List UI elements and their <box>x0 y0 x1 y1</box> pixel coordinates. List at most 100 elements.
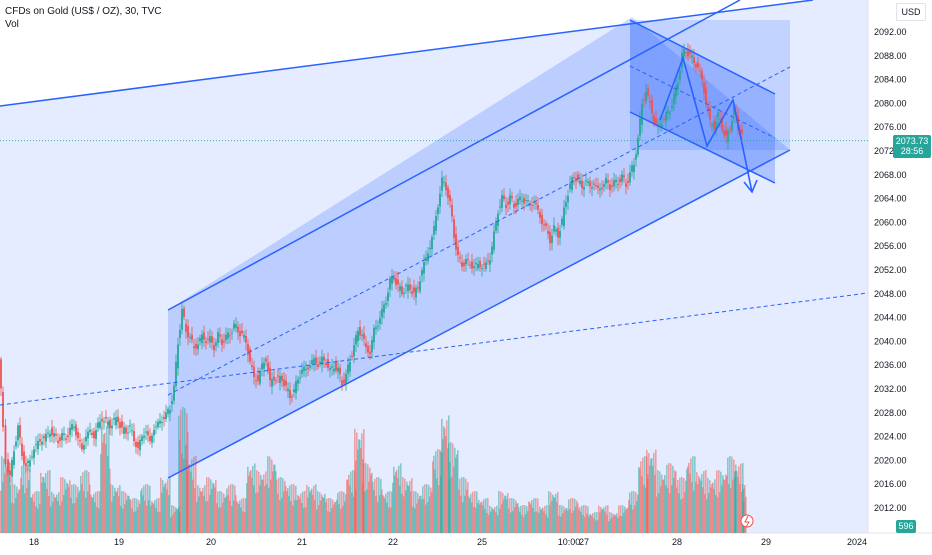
candle-body <box>471 261 473 269</box>
volume-bar <box>629 492 631 533</box>
volume-bar <box>718 470 720 533</box>
volume-bar <box>676 487 678 533</box>
volume-bar <box>408 486 410 533</box>
volume-bar <box>305 507 307 533</box>
volume-bar <box>540 509 542 533</box>
volume-bar <box>19 488 21 533</box>
candle-body <box>83 445 85 450</box>
volume-bar <box>311 488 313 533</box>
volume-bar <box>627 507 629 533</box>
volume-bar <box>273 464 275 533</box>
candle-body <box>483 263 485 265</box>
price-badge: 2073.73 28:56 <box>893 135 931 158</box>
volume-bar <box>81 484 83 533</box>
volume-bar <box>172 514 174 533</box>
candle-body <box>103 421 105 423</box>
candle-body <box>619 178 621 183</box>
volume-bar <box>126 499 128 533</box>
candle-body <box>229 335 231 337</box>
volume-bar <box>688 462 690 533</box>
currency-button[interactable]: USD <box>896 3 926 21</box>
volume-bar <box>142 495 144 533</box>
volume-bar <box>656 496 658 533</box>
volume-bar <box>236 501 238 533</box>
volume-bar <box>461 477 463 533</box>
candle-body <box>409 284 411 290</box>
volume-bar <box>475 507 477 533</box>
candle-body <box>715 121 717 131</box>
volume-bar <box>95 491 97 533</box>
volume-bar <box>185 444 187 533</box>
volume-bar <box>507 493 509 533</box>
candle-body <box>437 207 439 215</box>
candle-body <box>301 369 303 374</box>
candle-body <box>43 436 45 439</box>
candle-body <box>105 416 107 419</box>
candle-body <box>369 351 371 355</box>
candle-body <box>405 285 407 287</box>
y-tick-label: 2080.00 <box>874 98 907 108</box>
candle-body <box>109 419 111 429</box>
candle-body <box>89 429 91 432</box>
candle-body <box>731 121 733 131</box>
volume-bar <box>478 499 480 533</box>
volume-bar <box>121 491 123 533</box>
volume-bar <box>105 444 107 533</box>
long-dashed-trendline <box>0 292 869 406</box>
volume-bar <box>333 504 335 533</box>
volume-bar <box>625 510 627 533</box>
volume-bar <box>344 501 346 533</box>
candle-body <box>387 292 389 302</box>
candle-body <box>705 88 707 105</box>
volume-bar <box>296 500 298 533</box>
candle-body <box>47 432 49 434</box>
candle-body <box>397 279 399 285</box>
volume-bar <box>515 500 517 533</box>
candle-body <box>121 421 123 428</box>
candle-body <box>467 259 469 261</box>
volume-bar <box>576 500 578 533</box>
volume-bar <box>721 485 723 533</box>
zigzag-pattern <box>659 55 753 193</box>
volume-bar <box>372 481 374 533</box>
candle-body <box>625 183 627 187</box>
candle-body <box>671 105 673 109</box>
volume-bar <box>503 499 505 533</box>
volume-bar <box>153 504 155 533</box>
volume-bar <box>312 494 314 533</box>
volume-bar <box>413 491 415 533</box>
candle-body <box>563 207 565 226</box>
volume-bar <box>243 498 245 533</box>
candle-body <box>443 181 445 183</box>
volume-bar <box>32 494 34 533</box>
volume-bar <box>467 482 469 533</box>
volume-bar <box>49 470 51 533</box>
volume-bar <box>498 491 500 533</box>
volume-bar <box>47 470 49 533</box>
volume-bar <box>60 477 62 533</box>
volume-bar <box>68 487 70 533</box>
volume-bar <box>56 494 58 533</box>
candle-body <box>729 129 731 131</box>
volume-bar <box>567 510 569 533</box>
volume-bar <box>460 495 462 533</box>
candle-body <box>733 105 735 116</box>
candle-body <box>275 380 277 382</box>
volume-bar <box>328 498 330 533</box>
volume-bar <box>251 477 253 533</box>
volume-bar <box>402 477 404 533</box>
candle-body <box>67 435 69 438</box>
volume-bar <box>139 503 141 533</box>
candle-body <box>367 345 369 353</box>
volume-bar <box>508 508 510 533</box>
candle-body <box>95 430 97 440</box>
candle-body <box>425 257 427 261</box>
candle-body <box>711 124 713 126</box>
volume-bar <box>474 491 476 533</box>
volume-bar <box>109 468 111 533</box>
volume-bar <box>711 483 713 533</box>
candle-body <box>695 63 697 68</box>
volume-bar <box>415 491 417 533</box>
